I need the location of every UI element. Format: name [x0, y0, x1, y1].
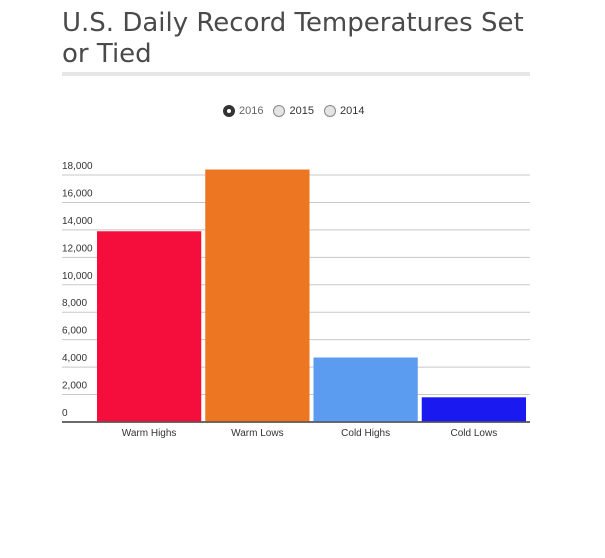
year-option-2014[interactable]: 2014 — [323, 105, 365, 117]
y-tick-label: 10,000 — [62, 271, 93, 282]
year-option-2016[interactable]: 2016 — [223, 105, 263, 117]
bar-cold-lows[interactable] — [421, 397, 526, 422]
y-tick-label: 0 — [62, 408, 68, 419]
year-option-label: 2015 — [289, 105, 314, 117]
y-tick-label: 18,000 — [62, 161, 93, 172]
x-category-label: Warm Lows — [231, 428, 283, 439]
radio-unselected-icon[interactable] — [273, 105, 286, 117]
y-tick-label: 12,000 — [62, 243, 93, 254]
x-category-label: Cold Lows — [451, 428, 498, 439]
year-selector: 2016 2015 2014 — [223, 105, 364, 117]
radio-selected-icon[interactable] — [223, 105, 235, 117]
bar-cold-highs[interactable] — [313, 357, 418, 422]
x-category-label: Warm Highs — [122, 428, 177, 439]
bar-warm-highs[interactable] — [97, 231, 202, 422]
y-tick-label: 6,000 — [62, 326, 87, 337]
y-tick-label: 14,000 — [62, 216, 93, 227]
y-tick-label: 2,000 — [62, 381, 87, 392]
year-option-label: 2016 — [239, 105, 264, 117]
x-category-label: Cold Highs — [341, 428, 390, 439]
year-option-2015[interactable]: 2015 — [273, 105, 314, 117]
title-divider — [62, 72, 530, 76]
y-tick-label: 8,000 — [62, 298, 87, 309]
y-tick-label: 4,000 — [62, 353, 87, 364]
chart-title: U.S. Daily Record Temperatures Set or Ti… — [62, 8, 524, 69]
radio-unselected-icon[interactable] — [323, 105, 336, 117]
y-tick-label: 16,000 — [62, 188, 93, 199]
bar-warm-lows[interactable] — [205, 169, 310, 422]
year-option-label: 2014 — [339, 105, 365, 117]
